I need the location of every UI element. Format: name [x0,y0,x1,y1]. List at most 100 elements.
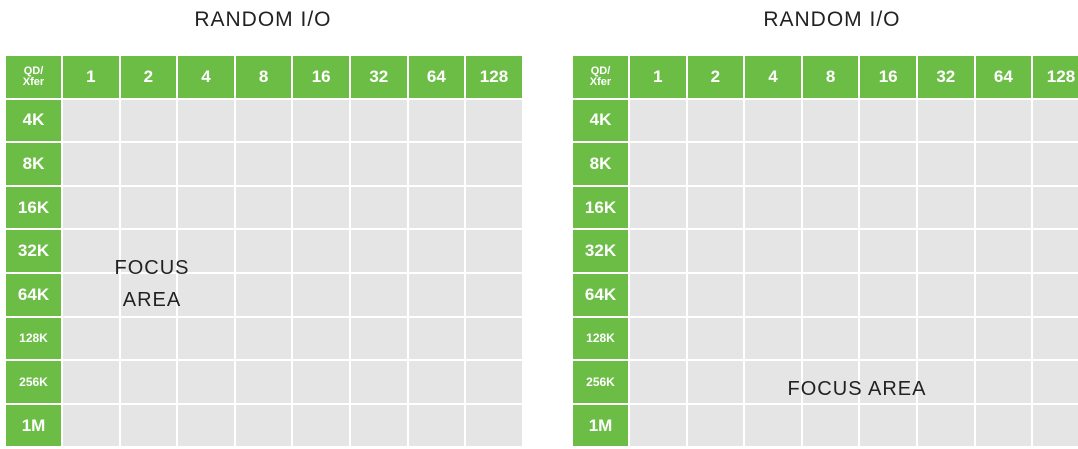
column-header: 32 [918,56,976,100]
grid-cell [630,361,688,405]
grid-cell [802,99,861,144]
grid-cell [466,274,524,318]
column-header: 1 [630,56,688,100]
column-header: 16 [860,56,918,100]
grid-cell [466,230,524,274]
grid-cell [687,230,746,274]
column-header: 4 [745,56,803,100]
grid-cell [1033,143,1078,187]
grid-cell [120,274,179,318]
row-header: 16K [6,186,63,231]
grid-cell [918,143,976,187]
column-header: 32 [351,56,409,100]
grid-cell [918,99,976,144]
grid-cell [975,143,1034,187]
row-header: 32K [6,230,63,274]
grid-cell [408,317,467,362]
grid-cell [466,143,524,187]
column-header: 16 [293,56,351,100]
grid-cell [745,317,803,362]
grid-cell [630,404,688,449]
grid-cell [293,274,351,318]
grid-cell [178,317,236,362]
row-header: 1M [6,404,63,449]
grid-cell [351,230,409,274]
focus-label: FOCUS AREA [114,257,190,311]
grid-cell [63,186,121,231]
grid-cell [860,274,918,318]
grid-cell [918,186,976,231]
grid-cell [408,361,467,405]
grid-cell [408,274,467,318]
grid-cell [293,186,351,231]
column-header: 128 [1033,56,1078,100]
grid-cell [120,230,179,274]
grid-cell [293,99,351,144]
grid-cell [178,143,236,187]
grid-cell [918,274,976,318]
grid-cell [975,99,1034,144]
grid-cell [687,186,746,231]
grid-cell [687,143,746,187]
grid-cell [745,230,803,274]
grid-cell [860,404,918,449]
grid-cell [630,230,688,274]
grid-cell [178,361,236,405]
grid-cell [975,186,1034,231]
row-header: 256K [6,361,63,405]
grid-cell [630,99,688,144]
grid-cell [745,143,803,187]
grid-cell [466,361,524,405]
grid-cell [293,404,351,449]
grid-cell [860,317,918,362]
grid-cell [351,274,409,318]
grid-cell [1033,274,1078,318]
grid-cell [351,99,409,144]
grid-cell [918,317,976,362]
grid-cell [975,361,1034,405]
grid-cell [630,274,688,318]
corner-header: QD/ Xfer [6,56,63,100]
row-header: 256K [573,361,630,405]
grid-cell [687,404,746,449]
grid-cell [860,143,918,187]
grid-cell [235,99,294,144]
grid-cell [860,230,918,274]
column-header: 8 [802,56,861,100]
grid-cell [745,404,803,449]
grid-cell [745,99,803,144]
row-header: 128K [573,317,630,362]
grid-cell [120,317,179,362]
grid-cell [687,361,746,405]
panel-title: RANDOM I/O [763,8,901,31]
grid-cell [975,274,1034,318]
grid-cell [120,186,179,231]
grid-cell [351,404,409,449]
row-header: 4K [6,99,63,144]
grid-cell [178,186,236,231]
grid-cell [63,317,121,362]
grid-cell [235,317,294,362]
grid-cell [351,317,409,362]
column-header: 2 [687,56,746,100]
grid-cell [178,99,236,144]
grid-cell [466,404,524,449]
grid-cell [120,404,179,449]
grid-cell [1033,186,1078,231]
row-header: 128K [6,317,63,362]
column-header: 64 [975,56,1034,100]
grid-cell [687,274,746,318]
grid-cell [802,404,861,449]
column-header: 2 [120,56,179,100]
grid-cell [408,230,467,274]
grid-cell [178,404,236,449]
grid-cell [63,361,121,405]
grid-cell [178,230,236,274]
grid-cell [802,143,861,187]
grid-cell [235,186,294,231]
grid-cell [408,186,467,231]
grid-cell [1033,317,1078,362]
row-header: 8K [573,143,630,187]
column-header: 64 [408,56,467,100]
